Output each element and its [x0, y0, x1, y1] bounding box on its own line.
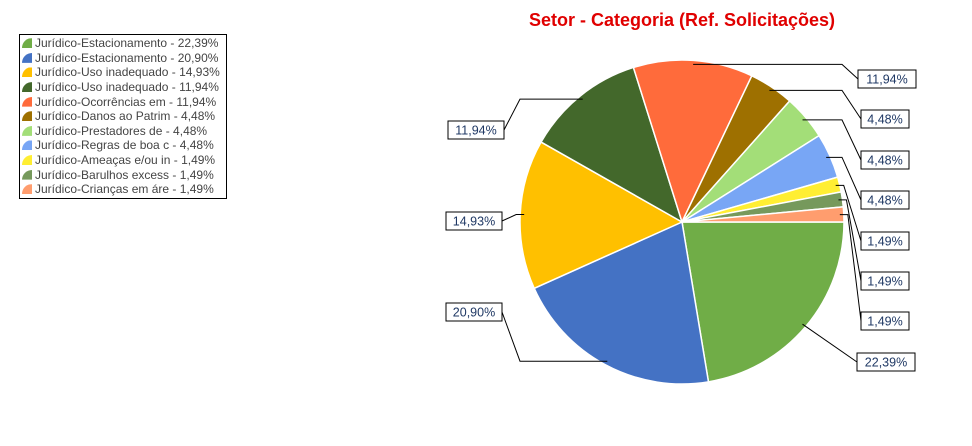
- data-label-box: [445, 211, 503, 231]
- legend-item: Jurídico-Estacionamento - 22,39%: [20, 36, 226, 51]
- leader-line: [802, 323, 858, 363]
- legend-swatch: [22, 52, 32, 63]
- legend-label: Jurídico-Prestadores de - 4,48%: [35, 123, 208, 138]
- data-label: 22,39%: [865, 356, 907, 370]
- data-label-box: [445, 302, 503, 322]
- legend-item: Jurídico-Uso inadequado - 14,93%: [20, 65, 226, 80]
- legend-swatch: [22, 169, 32, 180]
- pie-slice: [632, 59, 753, 225]
- legend-label: Jurídico-Danos ao Patrim - 4,48%: [35, 109, 216, 124]
- legend-item: Jurídico-Prestadores de - 4,48%: [20, 124, 226, 139]
- data-label: 20,90%: [453, 306, 495, 320]
- leader-line: [693, 63, 859, 80]
- legend-label: Jurídico-Ocorrências em - 11,94%: [35, 94, 217, 109]
- data-label-box: [860, 311, 910, 331]
- legend-item: Jurídico-Ameaças e/ou in - 1,49%: [20, 153, 226, 168]
- legend-item: Jurídico-Ocorrências em - 11,94%: [20, 94, 226, 109]
- pie-slice: [681, 221, 845, 383]
- data-label: 1,49%: [867, 315, 902, 329]
- legend-label: Jurídico-Ameaças e/ou in - 1,49%: [35, 153, 216, 168]
- legend-label: Jurídico-Regras de boa c - 4,48%: [35, 138, 214, 153]
- legend-item: Jurídico-Regras de boa c - 4,48%: [20, 138, 226, 153]
- data-label-box: [860, 271, 910, 291]
- data-label: 14,93%: [453, 215, 495, 229]
- legend-item: Jurídico-Uso inadequado - 11,94%: [20, 80, 226, 95]
- data-label-box: [860, 150, 910, 170]
- legend-label: Jurídico-Barulhos excess - 1,49%: [35, 167, 214, 182]
- legend-item: Jurídico-Danos ao Patrim - 4,48%: [20, 109, 226, 124]
- legend: Jurídico-Estacionamento - 22,39% Jurídico…: [19, 34, 227, 199]
- data-label: 4,48%: [867, 194, 902, 208]
- data-label: 1,49%: [867, 235, 902, 249]
- leader-line: [835, 184, 862, 242]
- legend-label: Jurídico-Estacionamento - 22,39%: [35, 36, 219, 51]
- leader-line: [838, 199, 862, 282]
- data-label: 4,48%: [867, 154, 902, 168]
- legend-item: Jurídico-Estacionamento - 20,90%: [20, 51, 226, 66]
- leader-line: [501, 311, 608, 362]
- pie-slice: [533, 220, 710, 385]
- chart-title: Setor - Categoria (Ref. Solicitações): [528, 10, 836, 30]
- legend-label: Jurídico-Estacionamento - 20,90%: [35, 50, 219, 65]
- legend-swatch: [22, 155, 32, 166]
- data-label-box: [860, 109, 910, 129]
- data-label: 1,49%: [867, 275, 902, 289]
- legend-label: Jurídico-Uso inadequado - 11,94%: [35, 80, 219, 95]
- leader-line: [839, 214, 862, 322]
- data-label-box: [860, 231, 910, 251]
- data-label-box: [860, 190, 910, 210]
- data-label-box: [447, 120, 505, 140]
- pie-slice: [540, 66, 684, 224]
- legend-swatch: [22, 184, 32, 195]
- leader-line: [769, 89, 862, 120]
- data-label: 4,48%: [867, 113, 902, 127]
- legend-label: Jurídico-Uso inadequado - 14,93%: [35, 65, 220, 80]
- legend-swatch: [22, 96, 32, 107]
- leader-line: [826, 156, 862, 201]
- legend-swatch: [22, 38, 32, 49]
- legend-label: Jurídico-Crianças em áre - 1,49%: [35, 182, 214, 197]
- legend-item: Jurídico-Barulhos excess - 1,49%: [20, 167, 226, 182]
- leader-line: [503, 98, 583, 131]
- legend-swatch: [22, 140, 32, 151]
- data-label: 11,94%: [455, 124, 496, 138]
- data-label-box: [856, 352, 916, 372]
- legend-item: Jurídico-Crianças em áre - 1,49%: [20, 182, 226, 197]
- legend-swatch: [22, 67, 32, 78]
- leader-line: [501, 214, 525, 222]
- legend-swatch: [22, 125, 32, 136]
- legend-swatch: [22, 82, 32, 93]
- legend-swatch: [22, 111, 32, 122]
- leader-line: [802, 119, 862, 161]
- data-label-box: [857, 69, 917, 89]
- data-label: 11,94%: [866, 73, 907, 87]
